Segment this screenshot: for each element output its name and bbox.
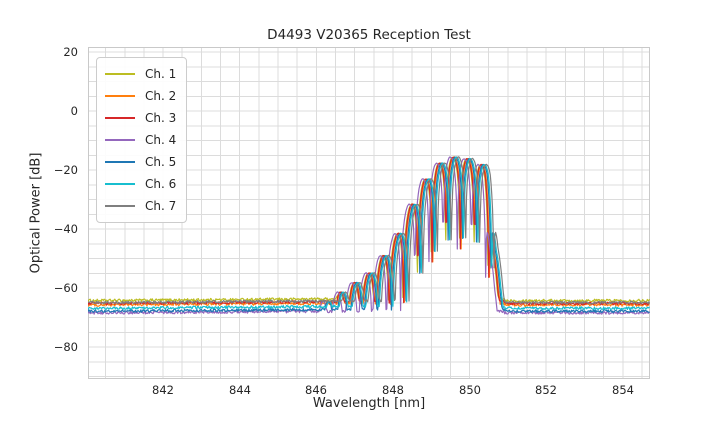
legend-item-ch4: Ch. 4 xyxy=(105,129,176,151)
legend-label: Ch. 4 xyxy=(145,133,177,147)
y-tick-label: −20 xyxy=(53,163,78,177)
y-tick-label: −80 xyxy=(53,340,78,354)
legend-line-swatch xyxy=(105,73,135,75)
legend-line-swatch xyxy=(105,95,135,97)
legend-line-swatch xyxy=(105,161,135,163)
legend-item-ch2: Ch. 2 xyxy=(105,85,176,107)
x-axis-label: Wavelength [nm] xyxy=(312,396,426,411)
legend-label: Ch. 7 xyxy=(145,199,177,213)
legend-label: Ch. 3 xyxy=(145,111,177,125)
x-tick-label: 848 xyxy=(382,383,404,397)
legend-label: Ch. 6 xyxy=(145,177,177,191)
x-tick-label: 852 xyxy=(535,383,557,397)
y-tick-label: 20 xyxy=(63,45,78,59)
legend-line-swatch xyxy=(105,205,135,207)
legend-label: Ch. 2 xyxy=(145,89,177,103)
legend: Ch. 1 Ch. 2 Ch. 3 Ch. 4 Ch. 5 Ch. 6 Ch. … xyxy=(96,57,188,223)
legend-item-ch6: Ch. 6 xyxy=(105,173,176,195)
x-tick-label: 850 xyxy=(459,383,481,397)
y-tick-label: 0 xyxy=(70,104,78,118)
legend-label: Ch. 1 xyxy=(145,67,177,81)
legend-item-ch5: Ch. 5 xyxy=(105,151,176,173)
x-tick-label: 846 xyxy=(305,383,327,397)
legend-label: Ch. 5 xyxy=(145,155,177,169)
legend-item-ch3: Ch. 3 xyxy=(105,107,176,129)
x-tick-label: 844 xyxy=(229,383,251,397)
legend-line-swatch xyxy=(105,183,135,185)
x-tick-label: 854 xyxy=(612,383,634,397)
x-tick-label: 842 xyxy=(152,383,174,397)
legend-item-ch1: Ch. 1 xyxy=(105,63,176,85)
legend-line-swatch xyxy=(105,117,135,119)
y-tick-label: −60 xyxy=(53,281,78,295)
chart-title: D4493 V20365 Reception Test xyxy=(267,27,471,43)
y-tick-label: −40 xyxy=(53,222,78,236)
legend-line-swatch xyxy=(105,139,135,141)
legend-item-ch7: Ch. 7 xyxy=(105,195,176,217)
